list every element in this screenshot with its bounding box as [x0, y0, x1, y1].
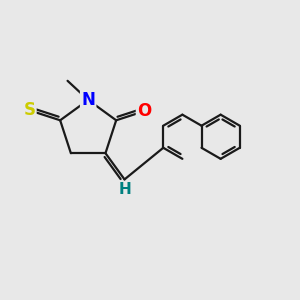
Text: S: S: [23, 101, 35, 119]
Text: O: O: [137, 102, 151, 120]
Text: N: N: [81, 91, 95, 109]
Text: H: H: [118, 182, 131, 197]
